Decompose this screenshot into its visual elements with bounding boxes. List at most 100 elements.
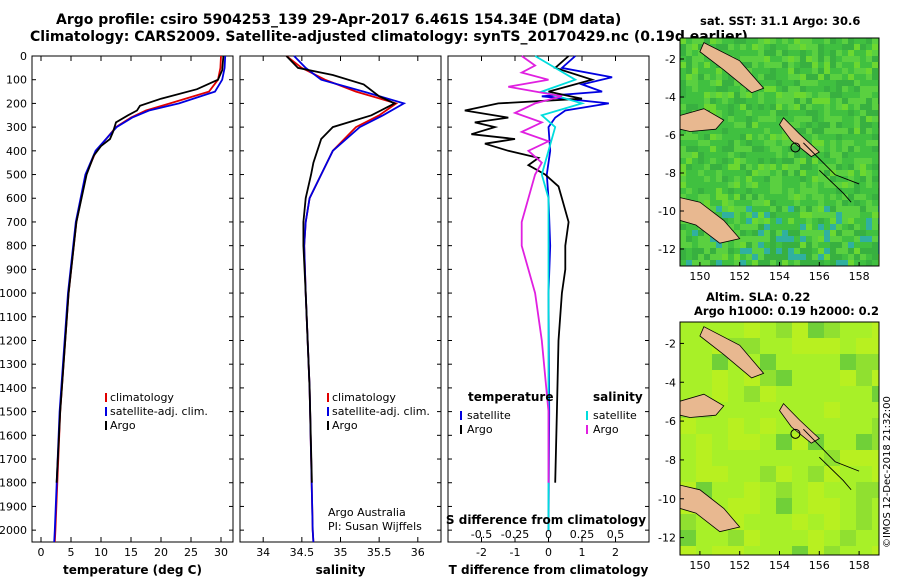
depth-tick-label: 1000 (0, 287, 27, 300)
map-pixel (806, 44, 812, 50)
map-pixel (794, 230, 800, 236)
map-lat-tick-label: -10 (658, 493, 676, 506)
map-pixel (686, 68, 692, 74)
map-pixel (794, 206, 800, 212)
map-pixel (800, 188, 806, 194)
map-pixel (806, 164, 812, 170)
map-pixel (758, 254, 764, 260)
map-pixel (872, 354, 879, 370)
map-pixel (710, 260, 716, 266)
map-pixel (866, 74, 872, 80)
series-line-s-satellite (534, 55, 586, 531)
series-line-argo (285, 55, 397, 483)
map-pixel (788, 92, 794, 98)
map-pixel (770, 74, 776, 80)
map-pixel (734, 254, 740, 260)
map-pixel (872, 86, 878, 92)
depth-tick-label: 0 (20, 50, 27, 63)
map-pixel (770, 206, 776, 212)
map-pixel (728, 140, 734, 146)
map-pixel (764, 116, 770, 122)
map-pixel (800, 242, 806, 248)
depth-tick-label: 1800 (0, 477, 27, 490)
map-pixel (758, 74, 764, 80)
map-pixel (800, 212, 806, 218)
map-pixel (760, 370, 776, 386)
map-pixel (764, 260, 770, 266)
map-pixel (872, 254, 878, 260)
map-pixel (824, 74, 830, 80)
map-pixel (764, 212, 770, 218)
map-pixel (830, 206, 836, 212)
map-pixel (746, 164, 752, 170)
x-tick-label: 0 (545, 546, 552, 559)
map-pixel (848, 194, 854, 200)
map-pixel (836, 254, 842, 260)
map-pixel (722, 146, 728, 152)
x-tick-label: 1 (579, 546, 586, 559)
map-pixel (776, 188, 782, 194)
map-pixel (744, 482, 760, 498)
map-pixel (872, 242, 878, 248)
map-pixel (806, 56, 812, 62)
map-pixel (842, 98, 848, 104)
map-pixel (746, 206, 752, 212)
map-pixel (680, 146, 686, 152)
map-pixel (854, 116, 860, 122)
map-pixel (740, 164, 746, 170)
legend-label: Argo (332, 419, 358, 432)
map-pixel (806, 260, 812, 266)
map-pixel (842, 260, 848, 266)
x-tick-label: 25 (184, 546, 198, 559)
map-pixel (854, 212, 860, 218)
map-pixel (842, 140, 848, 146)
map-pixel (842, 170, 848, 176)
map-pixel (692, 248, 698, 254)
map-pixel (830, 164, 836, 170)
map-pixel (722, 86, 728, 92)
map-pixel (782, 230, 788, 236)
map-pixel (752, 56, 758, 62)
map-pixel (872, 466, 879, 482)
map-pixel (770, 248, 776, 254)
map-pixel (856, 514, 872, 530)
map-pixel (734, 122, 740, 128)
map-lon-tick-label: 150 (689, 559, 710, 572)
depth-tick-label: 300 (6, 121, 27, 134)
map-pixel (680, 242, 686, 248)
map-pixel (722, 80, 728, 86)
map-pixel (808, 546, 824, 555)
map-pixel (770, 230, 776, 236)
map-pixel (854, 230, 860, 236)
map-pixel (824, 546, 840, 555)
map-pixel (728, 546, 744, 555)
map-pixel (794, 80, 800, 86)
map-pixel (840, 530, 856, 546)
map-pixel (872, 218, 878, 224)
annotation-argo-australia: Argo Australia (328, 506, 406, 519)
map-pixel (744, 386, 760, 402)
map-pixel (758, 170, 764, 176)
map-pixel (746, 110, 752, 116)
map-pixel (854, 146, 860, 152)
map-pixel (854, 188, 860, 194)
map-pixel (812, 68, 818, 74)
map-pixel (698, 260, 704, 266)
map-pixel (848, 242, 854, 248)
map-pixel (872, 38, 878, 44)
map-pixel (836, 260, 842, 266)
map-pixel (740, 56, 746, 62)
x-tick-label: -2 (476, 546, 487, 559)
map-pixel (752, 200, 758, 206)
map-pixel (824, 38, 830, 44)
x-tick-label: 15 (124, 546, 138, 559)
map-pixel (728, 200, 734, 206)
map-pixel (812, 230, 818, 236)
map-pixel (770, 50, 776, 56)
map-pixel (806, 224, 812, 230)
map-pixel (710, 80, 716, 86)
map-pixel (860, 116, 866, 122)
map-pixel (854, 98, 860, 104)
map-pixel (806, 98, 812, 104)
coastline (818, 456, 852, 491)
